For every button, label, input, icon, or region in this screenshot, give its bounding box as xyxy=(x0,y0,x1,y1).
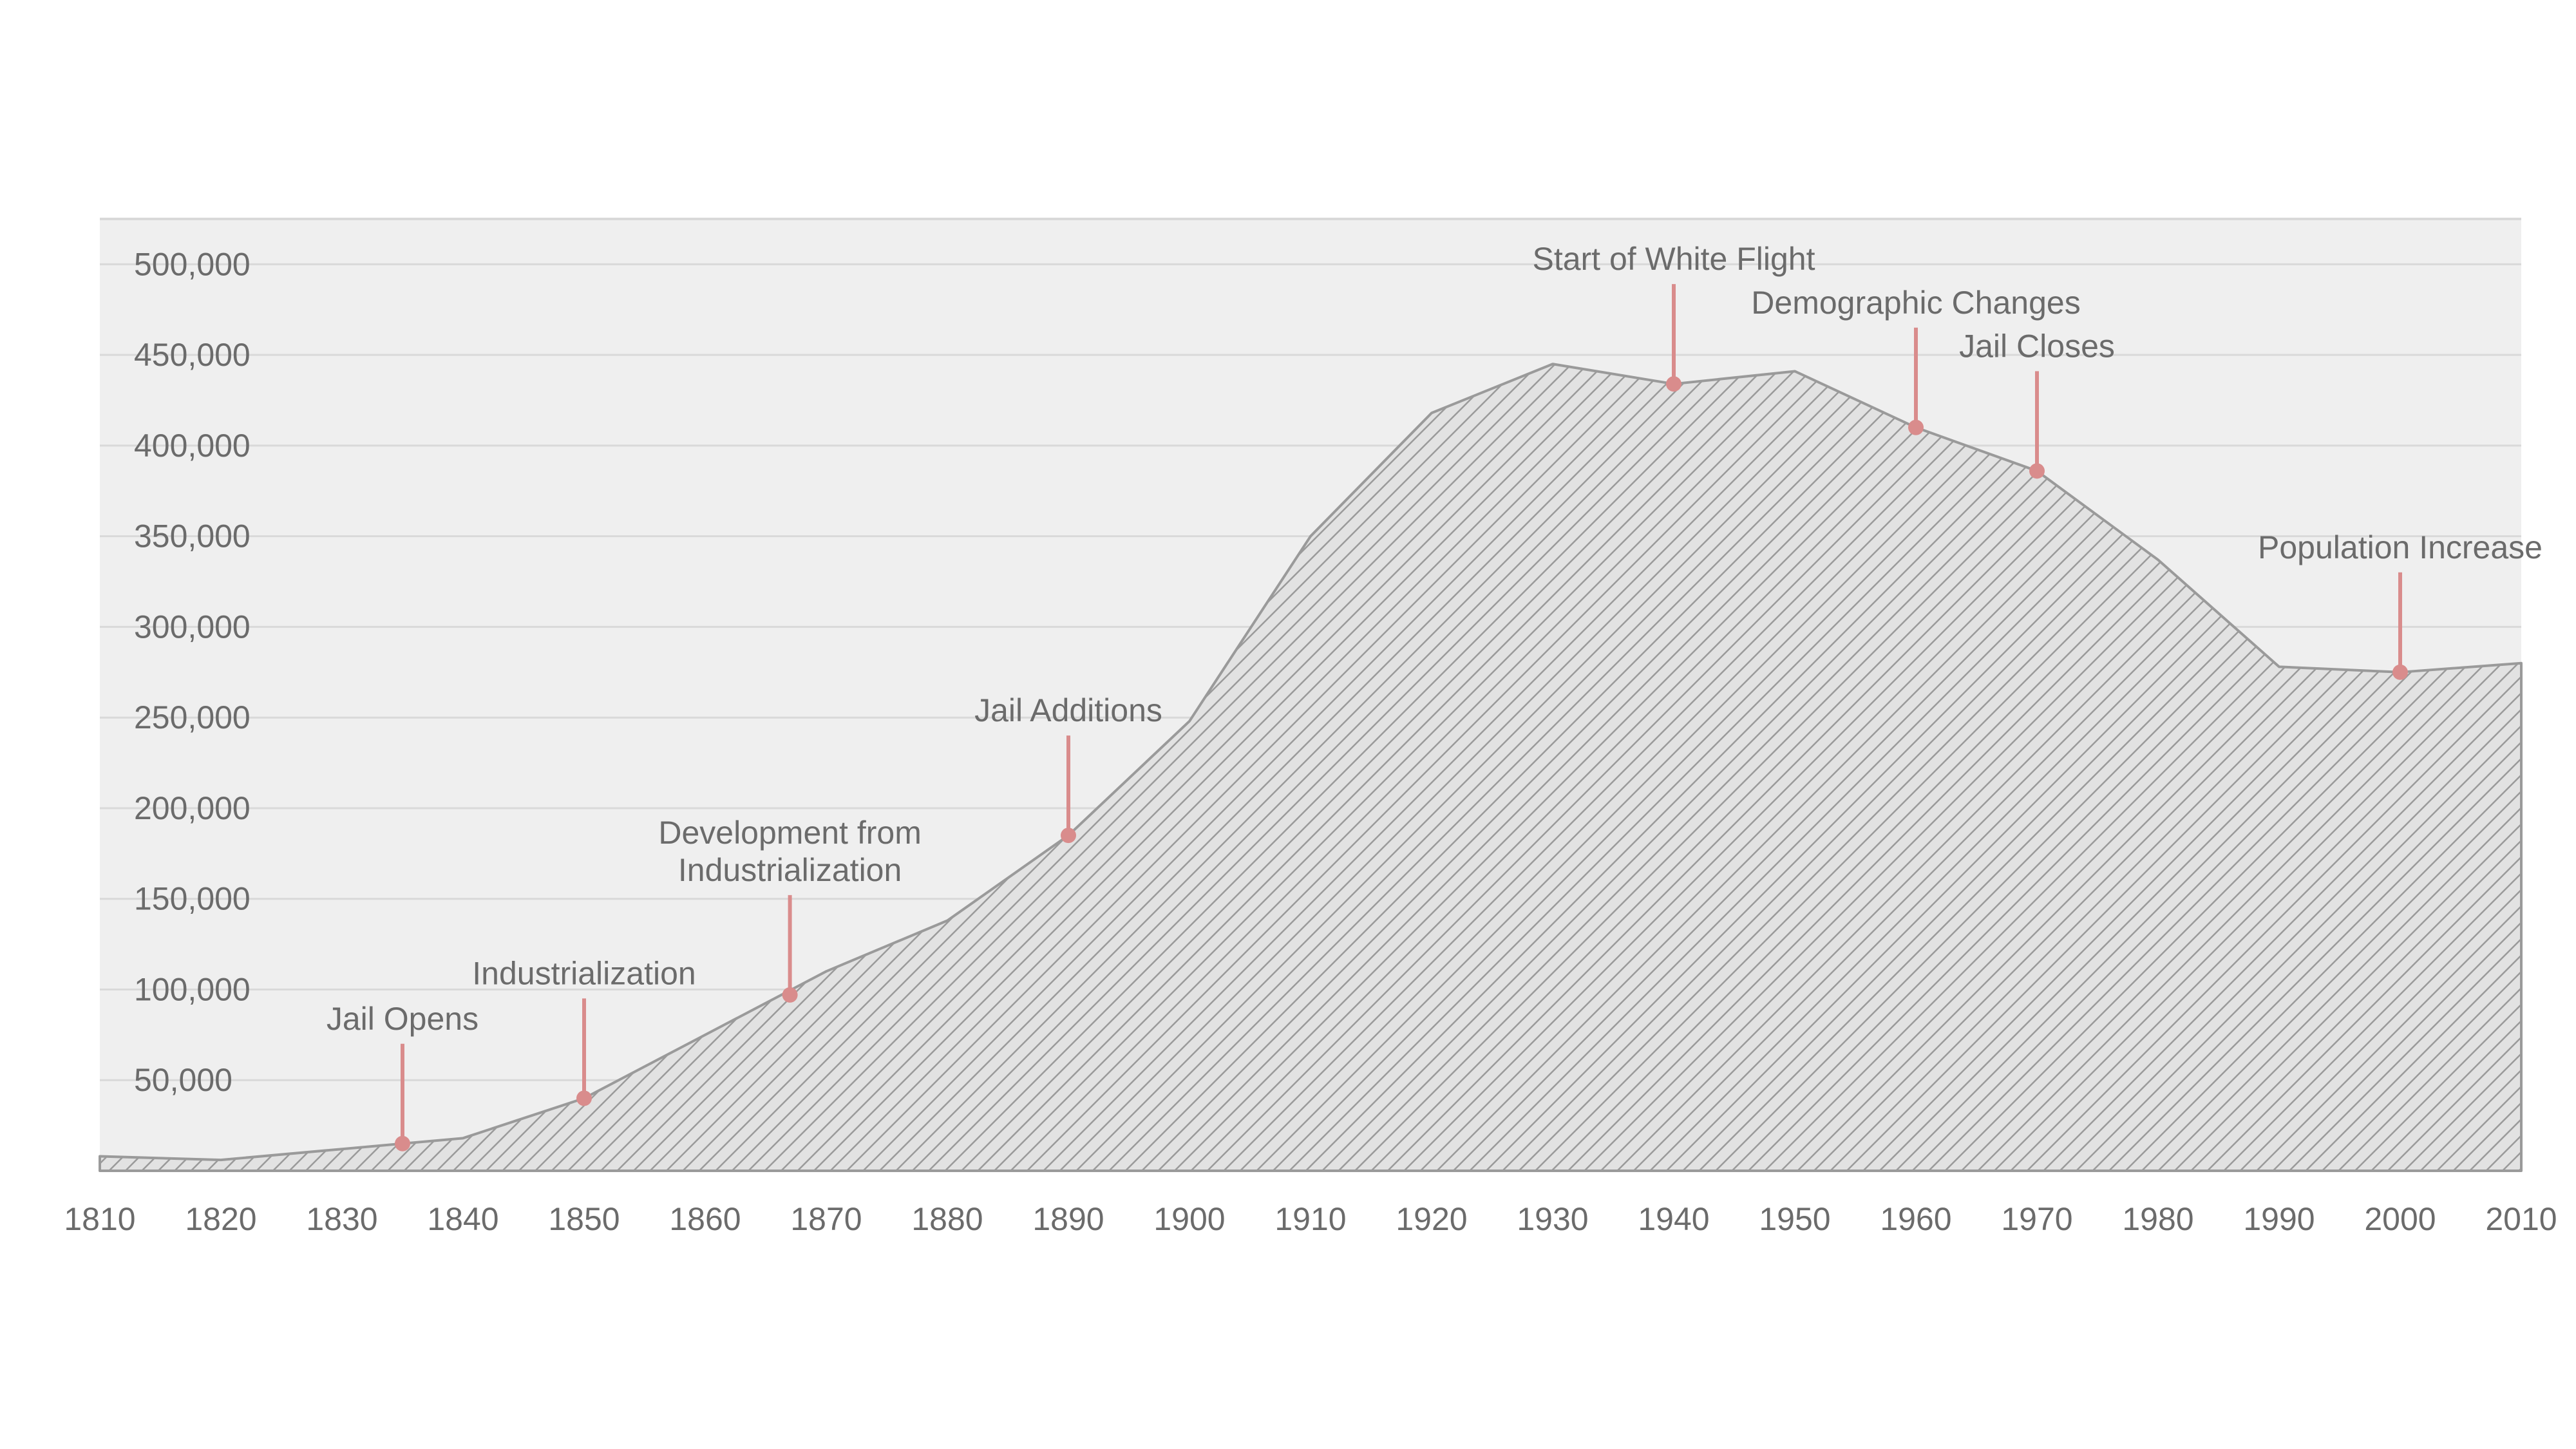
annotation-label: Industrialization xyxy=(472,955,696,991)
y-tick-label: 300,000 xyxy=(134,609,251,645)
y-tick-label: 150,000 xyxy=(134,881,251,917)
x-tick-label: 1830 xyxy=(306,1201,377,1237)
x-tick-label: 1900 xyxy=(1153,1201,1225,1237)
y-tick-label: 250,000 xyxy=(134,699,251,735)
annotation-label: Jail Closes xyxy=(1959,328,2115,364)
x-tick-label: 1820 xyxy=(185,1201,256,1237)
x-tick-label: 1890 xyxy=(1032,1201,1104,1237)
y-tick-label: 500,000 xyxy=(134,246,251,282)
annotation-label: Demographic Changes xyxy=(1751,285,2080,321)
x-axis: 1810 1820 1830 1840 1850 1860 1870 1880 1890 1900… xyxy=(64,1201,2557,1237)
x-tick-label: 1910 xyxy=(1274,1201,1346,1237)
y-tick-label: 450,000 xyxy=(134,337,251,373)
x-tick-label: 1870 xyxy=(790,1201,862,1237)
annotation-dot xyxy=(782,987,798,1003)
x-tick-label: 1960 xyxy=(1880,1201,1951,1237)
x-tick-label: 1860 xyxy=(669,1201,741,1237)
x-tick-label: 1940 xyxy=(1638,1201,1709,1237)
x-tick-label: 1850 xyxy=(548,1201,620,1237)
x-tick-label: 1950 xyxy=(1759,1201,1830,1237)
annotation-dot xyxy=(1908,419,1924,435)
x-tick-label: 1990 xyxy=(2243,1201,2315,1237)
x-tick-label: 2000 xyxy=(2364,1201,2436,1237)
y-tick-label: 100,000 xyxy=(134,971,251,1007)
annotation-dot xyxy=(1061,828,1076,844)
x-tick-label: 1930 xyxy=(1517,1201,1588,1237)
annotation-dot xyxy=(2029,463,2045,479)
x-tick-label: 1920 xyxy=(1396,1201,1467,1237)
y-axis: 50,000 100,000 150,000 200,000 250,000 300,00… xyxy=(134,246,251,1098)
annotation-marker: Industrialization xyxy=(472,955,696,1106)
annotation-marker: Demographic Changes xyxy=(1751,285,2081,435)
annotation-label: Start of White Flight xyxy=(1532,241,1815,277)
annotation-label: Industrialization xyxy=(678,852,902,888)
annotation-label: Jail Opens xyxy=(327,1001,478,1037)
annotation-label: Population Increase xyxy=(2258,529,2543,565)
x-tick-label: 1880 xyxy=(911,1201,983,1237)
x-tick-label: 1840 xyxy=(427,1201,498,1237)
population-area xyxy=(99,363,2523,1172)
annotation-dot xyxy=(576,1090,592,1106)
y-tick-label: 400,000 xyxy=(134,428,251,464)
x-tick-label: 1980 xyxy=(2122,1201,2193,1237)
y-tick-label: 200,000 xyxy=(134,790,251,826)
y-tick-label: 50,000 xyxy=(134,1062,232,1098)
annotation-label: Development from xyxy=(658,815,922,851)
annotation-dot xyxy=(2392,664,2408,680)
annotation-dot xyxy=(1666,376,1681,392)
annotation-marker: Jail Closes xyxy=(1959,328,2115,479)
area-series xyxy=(99,363,2523,1172)
annotation-marker: Jail Opens xyxy=(327,1001,478,1151)
annotation-marker: Jail Additions xyxy=(974,692,1162,844)
y-tick-label: 350,000 xyxy=(134,518,251,554)
annotation-marker: Start of White Flight xyxy=(1532,241,1815,392)
x-tick-label: 1810 xyxy=(64,1201,135,1237)
annotation-marker: Population Increase xyxy=(2258,529,2543,680)
annotation-dot xyxy=(395,1135,410,1151)
x-tick-label: 1970 xyxy=(2001,1201,2072,1237)
annotation-label: Jail Additions xyxy=(974,692,1162,728)
x-tick-label: 2010 xyxy=(2485,1201,2557,1237)
